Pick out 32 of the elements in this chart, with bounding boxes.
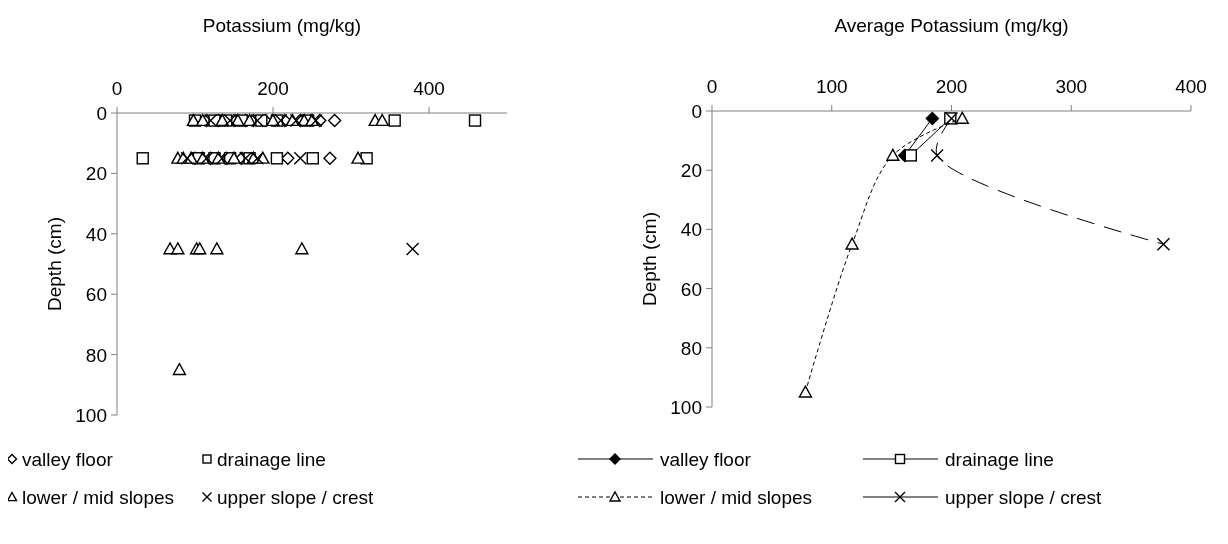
y-tick-label: 40: [85, 223, 107, 245]
x-tick-label: 100: [815, 76, 848, 97]
x-tick-label: 0: [111, 78, 123, 99]
y-axis-title: Depth (cm): [44, 217, 65, 311]
y-tick-label: 100: [75, 405, 107, 426]
x-tick-label: 0: [706, 76, 718, 97]
legend-label: valley floor: [22, 449, 114, 470]
x-tick-label: 400: [1175, 76, 1207, 97]
y-tick-label: 60: [680, 278, 702, 300]
legend-label: drainage line: [945, 449, 1054, 470]
legend-label: upper slope / crest: [945, 487, 1103, 508]
x-tick-label: 200: [935, 76, 968, 97]
y-tick-label: 20: [85, 163, 107, 185]
legend-label: lower / mid slopes: [660, 487, 813, 508]
legend-label: upper slope / crest: [217, 487, 375, 508]
legend-label: valley floor: [660, 449, 752, 470]
x-tick-label: 300: [1055, 76, 1088, 97]
y-tick-label: 100: [670, 397, 702, 418]
y-axis-title: Depth (cm): [639, 212, 660, 306]
x-tick-label: 200: [257, 78, 289, 99]
y-tick-label: 0: [691, 101, 702, 122]
y-tick-label: 40: [680, 219, 702, 241]
legend-label: drainage line: [217, 449, 326, 470]
y-tick-label: 80: [680, 337, 702, 359]
x-tick-label: 400: [413, 78, 445, 99]
y-tick-label: 0: [96, 103, 107, 124]
y-tick-label: 20: [680, 160, 702, 182]
x-axis-title: Average Potassium (mg/kg): [834, 15, 1069, 36]
y-tick-label: 60: [85, 284, 107, 306]
y-tick-label: 80: [85, 344, 107, 366]
x-axis-title: Potassium (mg/kg): [202, 15, 362, 36]
legend-label: lower / mid slopes: [22, 487, 175, 508]
